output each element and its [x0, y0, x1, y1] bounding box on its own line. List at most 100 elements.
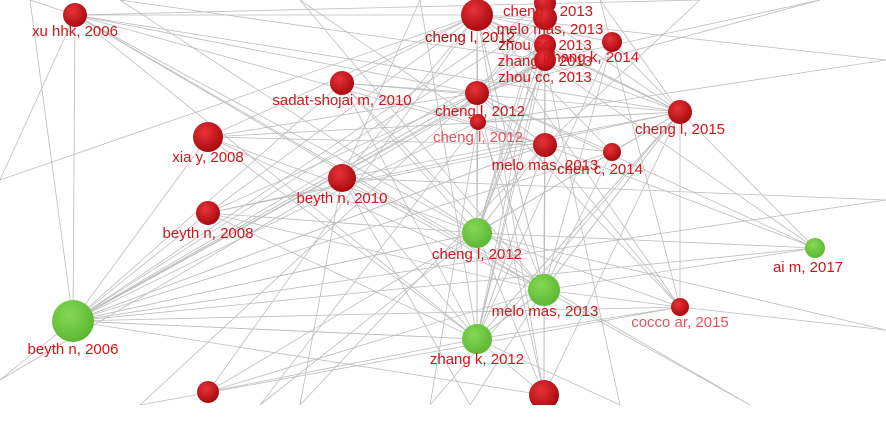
edge	[476, 92, 613, 153]
edge	[476, 111, 681, 340]
node	[196, 201, 220, 225]
edge	[74, 14, 681, 113]
edge	[341, 82, 545, 291]
node	[668, 100, 692, 124]
node-label: zhang k, 2012	[430, 351, 524, 368]
edge	[72, 199, 886, 322]
edge	[207, 212, 478, 340]
edge	[476, 232, 816, 249]
edge	[543, 144, 546, 396]
node-label: xu hhk, 2006	[32, 23, 118, 40]
edge	[207, 92, 478, 138]
edge	[476, 14, 545, 291]
edge	[341, 82, 478, 234]
node	[193, 122, 223, 152]
edge	[207, 212, 545, 291]
edge	[476, 44, 546, 340]
node	[461, 0, 493, 31]
edge	[543, 151, 613, 291]
edge	[207, 136, 545, 291]
node-label: sadat-shojai m, 2010	[272, 92, 411, 109]
edge	[341, 14, 478, 84]
node-label: cheng l, 2012	[425, 29, 515, 46]
edge	[119, 0, 478, 234]
node-label: ai m, 2017	[773, 259, 843, 276]
edge	[72, 17, 546, 322]
edge	[544, 144, 681, 308]
edge	[72, 92, 478, 322]
node-label: cheng l, 2015	[635, 121, 725, 138]
node-label: beyth n, 2008	[163, 225, 254, 242]
edge	[72, 232, 478, 322]
edge	[476, 0, 821, 94]
edge	[74, 14, 478, 94]
edge	[341, 177, 545, 291]
edge	[543, 289, 681, 308]
node	[462, 218, 492, 248]
edge	[476, 14, 545, 396]
edge	[72, 320, 478, 340]
edge	[544, 59, 621, 405]
edge	[476, 92, 681, 308]
edge	[476, 92, 546, 146]
labels: xu hhk, 2006 cheng l, 2013 melo mas, 2013 c…	[28, 3, 843, 368]
edge	[476, 14, 613, 153]
edge	[0, 14, 76, 181]
edge	[476, 92, 816, 249]
edge	[429, 121, 479, 405]
edge	[544, 61, 681, 113]
edge	[476, 232, 886, 331]
edge	[139, 306, 681, 405]
edge	[72, 151, 613, 322]
edge	[477, 59, 886, 123]
node	[197, 381, 219, 403]
edge	[476, 59, 546, 340]
edge	[476, 44, 546, 94]
edge	[544, 17, 681, 113]
edge	[74, 14, 478, 340]
edge	[476, 232, 545, 396]
edge	[341, 0, 421, 179]
node	[462, 324, 492, 354]
edge	[74, 14, 751, 405]
edge	[72, 247, 816, 322]
edge	[341, 82, 681, 113]
node-label: melo mas, 2013	[492, 157, 599, 174]
edge	[419, 0, 478, 340]
node	[805, 238, 825, 258]
node-label: xia y, 2008	[172, 149, 243, 166]
edge	[679, 111, 816, 249]
edge	[0, 14, 478, 181]
node-label: zhou cc, 2013	[498, 69, 591, 86]
edge	[679, 306, 886, 331]
edge	[72, 144, 546, 322]
edge	[543, 41, 613, 291]
edge	[207, 289, 545, 393]
edge	[299, 0, 479, 123]
edge	[207, 338, 478, 393]
edge	[207, 14, 478, 393]
edge	[207, 111, 681, 214]
edge	[207, 212, 478, 234]
edge	[259, 232, 478, 405]
edge	[341, 14, 478, 179]
edge	[207, 136, 546, 146]
edge	[544, 0, 701, 146]
edge	[139, 92, 478, 405]
edge	[544, 0, 821, 61]
edge	[543, 289, 751, 405]
node-label: cheng l, 2013	[503, 3, 593, 20]
node	[328, 164, 356, 192]
node-label: cheng l, 2012	[435, 103, 525, 120]
node	[52, 300, 94, 342]
node-label: beyth n, 2010	[297, 190, 388, 207]
edge	[469, 289, 545, 405]
edge	[341, 111, 681, 179]
edge	[476, 44, 546, 234]
node-label: zhou cc, 2013	[498, 37, 591, 54]
edge	[72, 121, 479, 322]
node	[602, 32, 622, 52]
node-label: zhang k, 2013	[498, 53, 592, 70]
node-label: cocco ar, 2015	[631, 314, 729, 331]
